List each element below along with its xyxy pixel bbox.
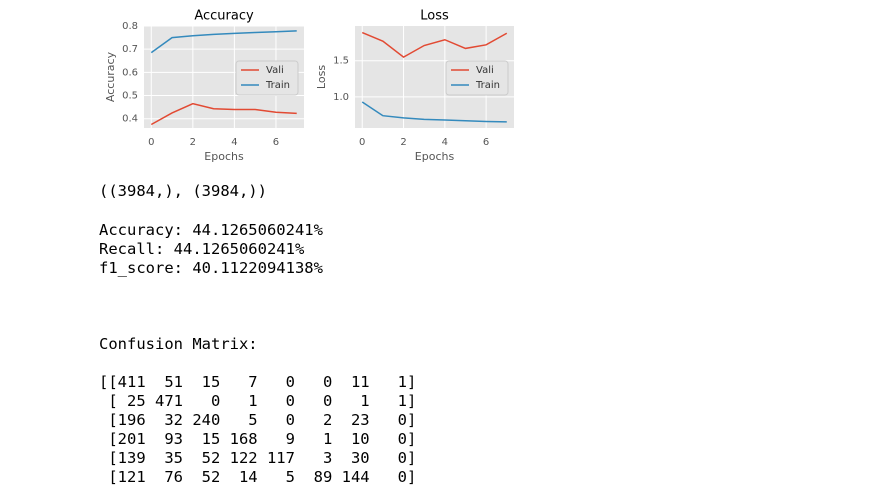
x-tick-label: 4 xyxy=(442,137,448,148)
metrics-output: Accuracy: 44.1265060241% Recall: 44.12650… xyxy=(99,221,323,278)
chart-title: Loss xyxy=(420,9,449,24)
matrix-row: [196 32 240 5 0 2 23 0] xyxy=(99,411,417,429)
legend-label: Train xyxy=(265,80,290,91)
x-tick-label: 6 xyxy=(273,137,279,148)
y-tick-label: 0.8 xyxy=(122,21,138,32)
y-tick-label: 0.4 xyxy=(122,114,138,125)
x-tick-label: 6 xyxy=(483,137,489,148)
x-tick-label: 2 xyxy=(400,137,406,148)
line xyxy=(150,30,297,54)
metric-line: Accuracy: 44.1265060241% xyxy=(99,221,323,239)
legend-label: Train xyxy=(475,80,500,91)
matrix-row: [121 76 52 14 5 89 144 0] xyxy=(99,468,417,485)
matrix-row: [ 25 471 0 1 0 0 1 1] xyxy=(99,392,417,410)
matrix-row: [139 35 52 122 117 3 30 0] xyxy=(99,449,417,467)
matrix-row: [[411 51 15 7 0 0 11 1] xyxy=(99,373,417,391)
legend-label: Vali xyxy=(476,65,494,76)
y-tick-label: 0.7 xyxy=(122,44,138,55)
charts: 0.4 0.5 0.6 0.7 0.8 0 2 4 6 Accuracy Epochs Accurac… xyxy=(104,9,514,163)
line xyxy=(361,31,508,59)
y-tick-label: 1.5 xyxy=(333,56,349,67)
x-tick-label: 2 xyxy=(190,137,196,148)
x-tick-label: 0 xyxy=(359,137,365,148)
matrix-row: [201 93 15 168 9 1 10 0] xyxy=(99,430,417,448)
y-tick-label: 0.5 xyxy=(122,91,138,102)
x-tick-label: 0 xyxy=(148,137,154,148)
y-tick-label: 0.6 xyxy=(122,67,138,78)
chart-title: Accuracy xyxy=(194,9,254,24)
legend-label: Vali xyxy=(266,65,284,76)
matrix-title: Confusion Matrix: xyxy=(99,335,258,353)
shapes-output: ((3984,), (3984,)) xyxy=(99,182,267,200)
x-tick-label: 4 xyxy=(231,137,237,148)
y-axis-label: Accuracy xyxy=(104,51,117,102)
line xyxy=(150,102,297,126)
metric-line: f1_score: 40.1122094138% xyxy=(99,259,323,277)
y-tick-label: 1.0 xyxy=(333,92,349,103)
line xyxy=(361,101,507,123)
y-axis-label: Loss xyxy=(315,65,328,89)
metric-line: Recall: 44.1265060241% xyxy=(99,240,305,258)
x-axis-label: Epochs xyxy=(204,150,244,163)
x-axis-label: Epochs xyxy=(415,150,455,163)
matrix-output: Confusion Matrix: [[411 51 15 7 0 0 11 1… xyxy=(99,297,426,485)
